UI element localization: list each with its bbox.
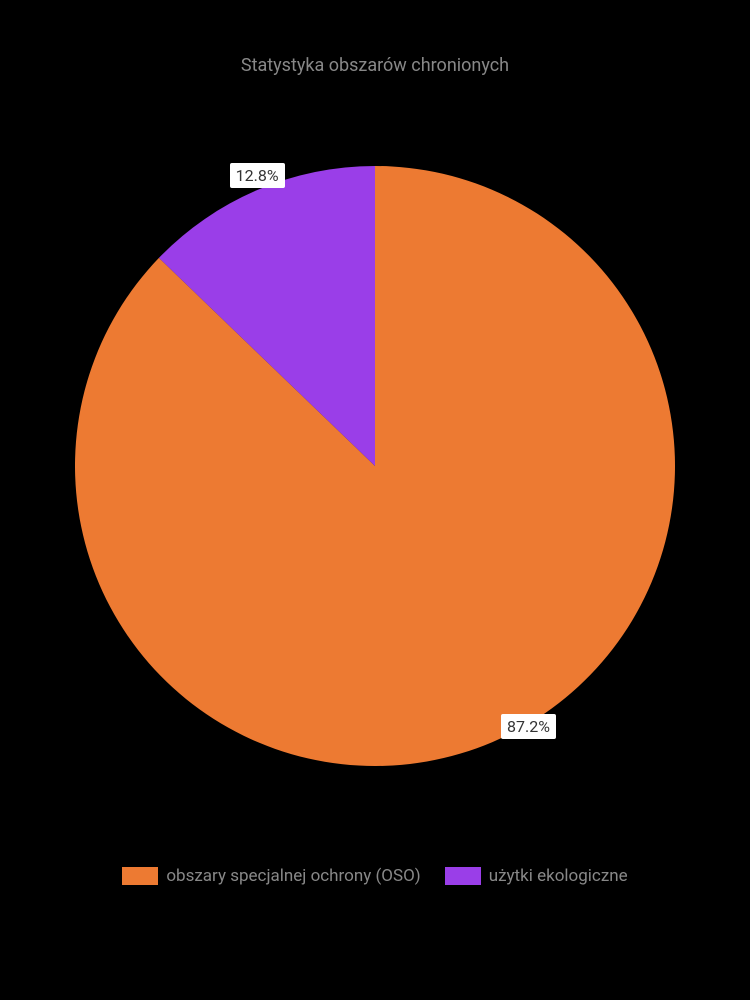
legend-label: użytki ekologiczne bbox=[489, 866, 628, 886]
legend-swatch bbox=[122, 867, 158, 885]
legend-label: obszary specjalnej ochrony (OSO) bbox=[166, 866, 420, 886]
slice-label: 87.2% bbox=[501, 714, 556, 739]
chart-container: Statystyka obszarów chronionych 87.2% 12.… bbox=[0, 0, 750, 1000]
pie-wrapper: 87.2% 12.8% bbox=[75, 166, 675, 766]
legend-item: użytki ekologiczne bbox=[445, 866, 628, 886]
legend-item: obszary specjalnej ochrony (OSO) bbox=[122, 866, 420, 886]
pie-svg bbox=[75, 166, 675, 766]
legend: obszary specjalnej ochrony (OSO) użytki … bbox=[122, 866, 627, 886]
legend-swatch bbox=[445, 867, 481, 885]
slice-label: 12.8% bbox=[230, 163, 285, 188]
chart-title: Statystyka obszarów chronionych bbox=[241, 55, 509, 76]
